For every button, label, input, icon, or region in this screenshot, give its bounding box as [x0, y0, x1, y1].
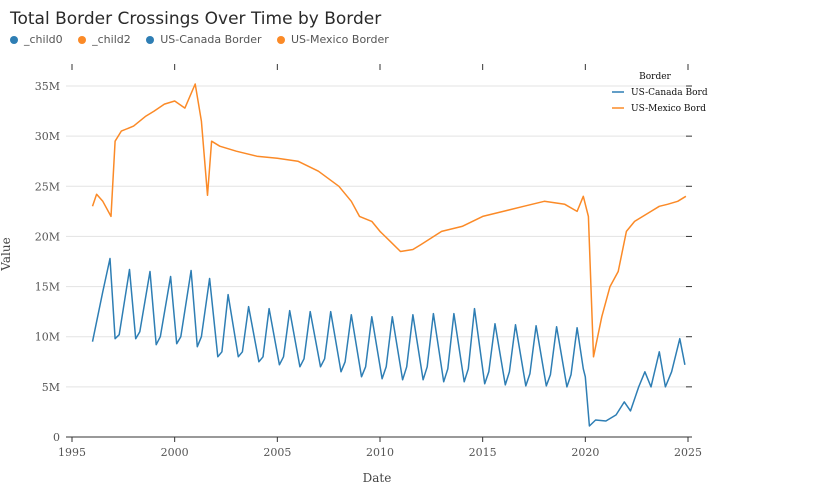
- chart-legend-mexico-label[interactable]: US-Mexico Bord: [631, 104, 706, 114]
- legend-dot-icon: [146, 35, 155, 44]
- legend-dot-icon: [10, 35, 18, 44]
- series-lines: [91, 83, 687, 427]
- legend-label: _child2: [92, 33, 131, 46]
- y-tick-label: 20M: [35, 230, 60, 243]
- legend-dot-icon: [78, 35, 87, 44]
- top-legend-item-child0[interactable]: _child0: [10, 33, 63, 46]
- chart-legend-canada-label[interactable]: US-Canada Bord: [631, 88, 708, 98]
- legend-dot-icon: [276, 35, 285, 44]
- x-tick-label: 2010: [366, 446, 394, 459]
- top-legend-item-child2[interactable]: _child2: [78, 33, 131, 46]
- y-tick-label: 15M: [35, 281, 60, 294]
- x-tick-label: 2015: [469, 446, 497, 459]
- y-tick-label: 0: [53, 431, 60, 444]
- y-axis-label: Value: [0, 237, 13, 271]
- y-tick-label: 30M: [35, 130, 60, 143]
- chart-legend-title: Border: [639, 72, 671, 82]
- page-title: Total Border Crossings Over Time by Bord…: [10, 9, 382, 29]
- x-tick-label: 2005: [263, 446, 291, 459]
- x-tick-label: 2020: [571, 446, 599, 459]
- y-tick-label: 5M: [42, 381, 60, 394]
- top-legend-item-us-canada[interactable]: US-Canada Border: [146, 33, 261, 46]
- x-axis-label: Date: [363, 471, 392, 485]
- axes: 0 5M 10M 15M 20M 25M 30M 35M 1995 2000 2005 2010 201…: [35, 64, 702, 459]
- legend-label: US-Canada Border: [160, 33, 262, 46]
- gridlines: [66, 85, 688, 438]
- x-tick-label: 2025: [674, 446, 702, 459]
- legend-label: US-Mexico Border: [290, 33, 389, 46]
- y-tick-label: 35M: [35, 80, 60, 93]
- top-legend-item-us-mexico[interactable]: US-Mexico Border: [276, 33, 389, 46]
- x-tick-label: 2000: [161, 446, 189, 459]
- top-legend: _child0 _child2 US-Canada Border US-Mexi…: [10, 33, 401, 47]
- series-line-0: [91, 257, 686, 427]
- legend-label: _child0: [24, 33, 63, 46]
- y-tick-label: 25M: [35, 180, 60, 193]
- y-tick-label: 10M: [35, 331, 60, 344]
- x-tick-label: 1995: [58, 446, 86, 459]
- series-line-1: [91, 83, 687, 358]
- chart-legend: Border US-Canada Bord US-Mexico Bord: [612, 72, 708, 114]
